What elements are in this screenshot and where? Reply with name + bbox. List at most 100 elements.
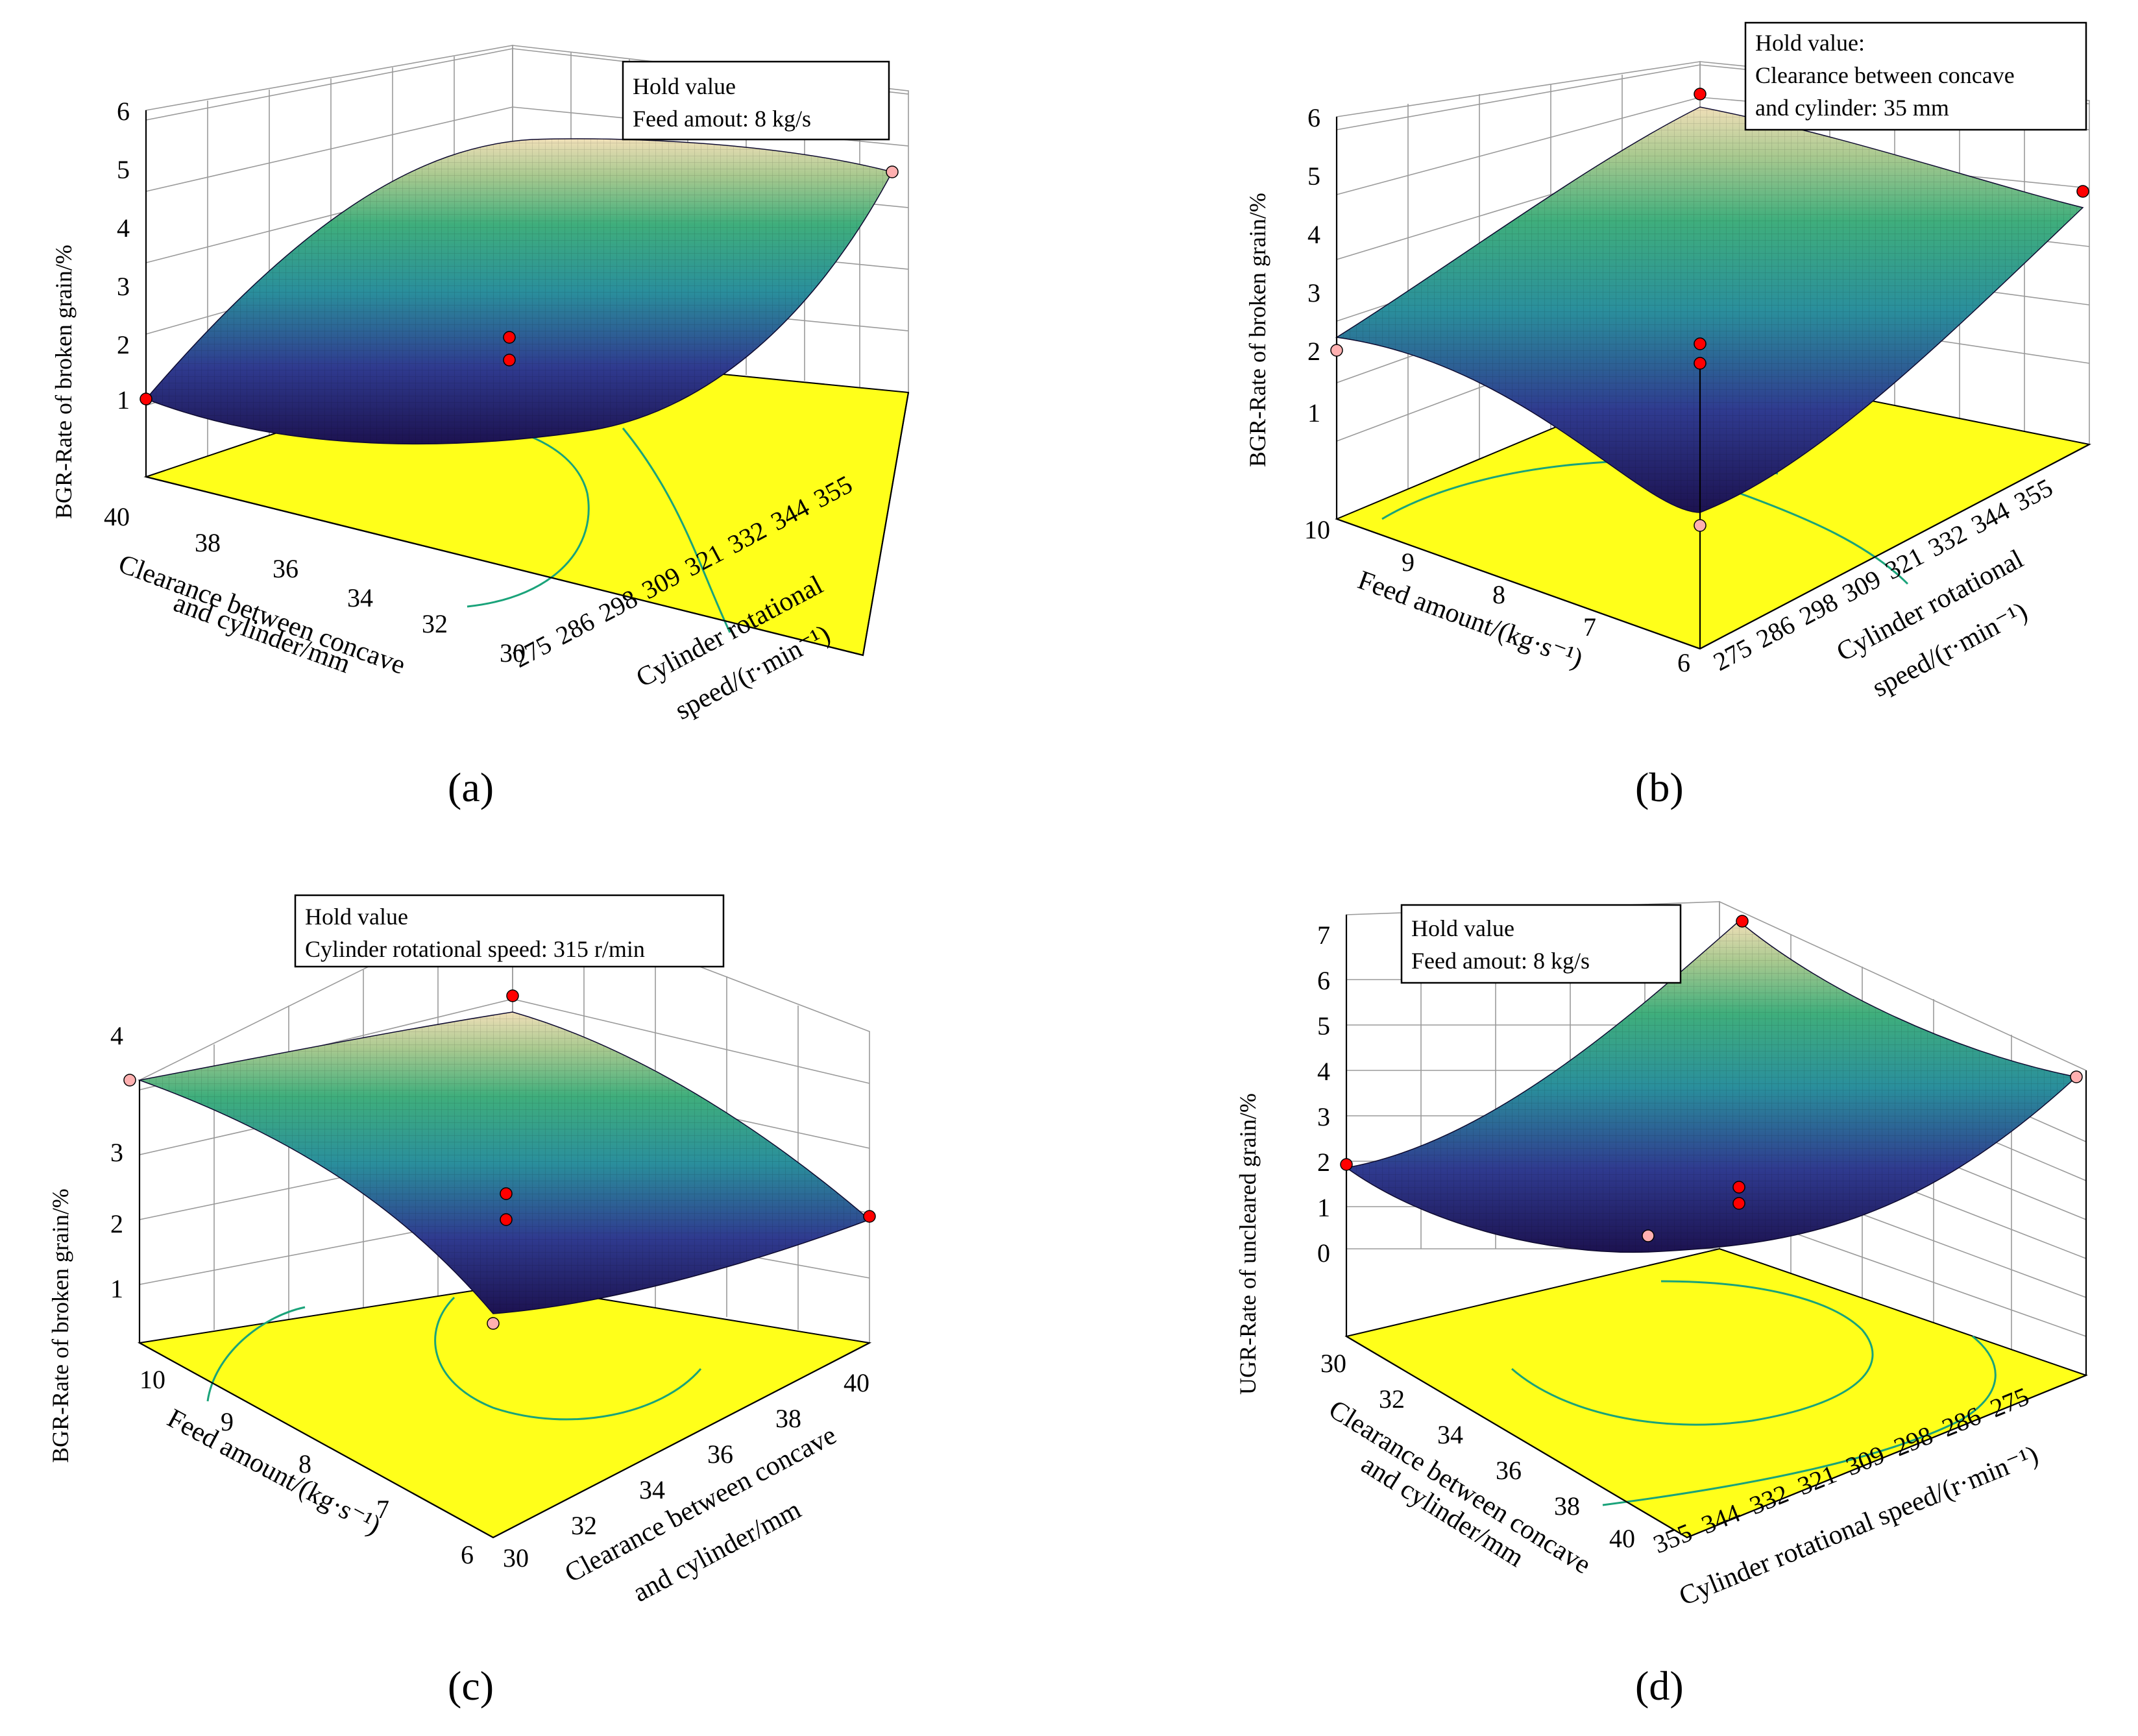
z-tick: 6 (117, 97, 130, 126)
x-tick: 34 (639, 1475, 665, 1504)
design-point (1642, 1229, 1655, 1242)
z-tick: 1 (1307, 398, 1320, 428)
z-ticks: 1 2 3 4 5 6 (1307, 103, 1320, 428)
y-tick: 30 (500, 638, 526, 668)
hold-value-detail: Feed amout: 8 kg/s (1411, 948, 1590, 974)
z-tick: 4 (110, 1021, 123, 1050)
z-tick: 3 (110, 1138, 123, 1167)
hold-value-title: Hold value: (1755, 30, 1865, 56)
panel-c: 1 2 3 4 BGR-Rate of broken grain/% 10 9 … (47, 894, 876, 1709)
hold-value-detail-2: and cylinder: 35 mm (1755, 95, 1949, 121)
x-tick: 36 (707, 1440, 733, 1469)
design-point (2076, 185, 2089, 198)
y-tick: 36 (273, 554, 298, 583)
z-ticks: 1 2 3 4 (110, 1021, 123, 1303)
z-tick: 6 (1317, 966, 1330, 995)
z-tick: 5 (1317, 1011, 1330, 1041)
design-point (1732, 1197, 1745, 1210)
response-surface-mesh (1337, 107, 2083, 512)
design-point (1694, 357, 1707, 370)
design-point (503, 354, 516, 367)
design-point (487, 1317, 500, 1330)
y-tick: 32 (1379, 1384, 1405, 1414)
x-ticks: 30 32 34 36 38 40 (503, 1368, 869, 1573)
y-tick: 32 (422, 609, 448, 638)
z-axis-label: BGR-Rate of broken grain/% (1245, 193, 1270, 467)
hold-value-detail: Feed amout: 8 kg/s (633, 106, 811, 132)
caption-b: (b) (1635, 764, 1684, 810)
hold-value-box: Hold value Cylinder rotational speed: 31… (294, 894, 725, 968)
y-tick: 8 (1492, 580, 1505, 609)
design-point (1732, 1181, 1745, 1194)
y-ticks: 10 9 8 7 6 (140, 1365, 474, 1569)
front-edges (1345, 915, 2087, 1539)
design-point (1340, 1158, 1353, 1171)
y-tick: 34 (347, 583, 373, 612)
z-tick: 3 (1307, 278, 1320, 307)
y-axis-label-1: Clearance between concave (115, 549, 409, 681)
y-tick: 30 (1320, 1349, 1346, 1378)
design-point (1694, 519, 1707, 532)
design-point (140, 392, 152, 405)
response-surface-mesh (146, 138, 892, 444)
y-tick: 38 (1554, 1491, 1580, 1521)
panel-a: 1 2 3 4 5 6 BGR-Rate of broken grain/% 4… (51, 45, 910, 810)
design-point (1694, 88, 1707, 101)
z-tick: 5 (1307, 162, 1320, 191)
hold-value-title: Hold value (633, 73, 736, 99)
panel-b: 1 2 3 4 5 6 BGR-Rate of broken grain/% 1… (1245, 21, 2091, 810)
y-tick: 38 (195, 528, 221, 557)
response-surface-mesh (1346, 921, 2076, 1253)
z-ticks: 0 1 2 3 4 5 6 7 (1317, 921, 1330, 1268)
x-tick: 38 (775, 1404, 801, 1433)
caption-d: (d) (1635, 1663, 1684, 1709)
design-point (2070, 1070, 2083, 1083)
y-tick: 7 (376, 1495, 389, 1524)
design-point (1694, 337, 1707, 350)
contour-2 (1602, 1335, 1997, 1506)
y-tick: 36 (1496, 1456, 1522, 1485)
hold-value-title: Hold value (305, 904, 408, 930)
x-tick: 40 (844, 1368, 869, 1397)
contour-1 (1511, 1280, 1874, 1426)
y-tick: 40 (1609, 1524, 1635, 1553)
x-tick: 32 (571, 1511, 597, 1540)
y-tick: 40 (104, 502, 130, 531)
hold-value-box: Hold value Feed amout: 8 kg/s (1400, 904, 1682, 984)
design-point (500, 1187, 513, 1200)
design-point (1736, 915, 1749, 928)
y-tick: 34 (1437, 1420, 1463, 1449)
z-tick: 4 (1307, 220, 1320, 249)
y-ticks: 40 38 36 34 32 30 (104, 502, 526, 668)
hold-value-box: Hold value Feed amout: 8 kg/s (622, 60, 890, 141)
front-edges (138, 1080, 870, 1539)
z-tick: 4 (117, 213, 130, 243)
hold-value-detail: Cylinder rotational speed: 315 r/min (305, 936, 645, 962)
z-tick: 4 (1317, 1057, 1330, 1086)
x-tick: 30 (503, 1543, 529, 1573)
z-tick: 2 (117, 330, 130, 359)
z-axis-label: UGR-Rate of uncleared grain/% (1235, 1093, 1261, 1395)
design-point (863, 1210, 876, 1223)
z-tick: 6 (1307, 103, 1320, 132)
design-point (123, 1074, 136, 1087)
hold-value-title: Hold value (1411, 915, 1514, 941)
z-tick: 7 (1317, 921, 1330, 950)
response-surface-mesh (140, 1012, 869, 1314)
front-edges (145, 110, 910, 657)
z-tick: 2 (1317, 1148, 1330, 1177)
z-tick: 2 (1307, 337, 1320, 366)
z-tick: 3 (1317, 1102, 1330, 1131)
y-tick: 10 (1304, 515, 1330, 544)
design-point (886, 165, 899, 178)
y-tick: 9 (1402, 548, 1415, 577)
y-tick: 10 (140, 1365, 165, 1394)
y-ticks: 30 32 34 36 38 40 (1320, 1349, 1635, 1553)
panel-d: 0 1 2 3 4 5 6 7 UGR-Rate of uncleared gr… (1235, 900, 2088, 1709)
front-edges (1335, 117, 2090, 650)
y-tick: 6 (1677, 648, 1690, 677)
y-tick: 9 (221, 1407, 234, 1436)
design-point (500, 1213, 513, 1226)
design-point (1330, 344, 1343, 357)
